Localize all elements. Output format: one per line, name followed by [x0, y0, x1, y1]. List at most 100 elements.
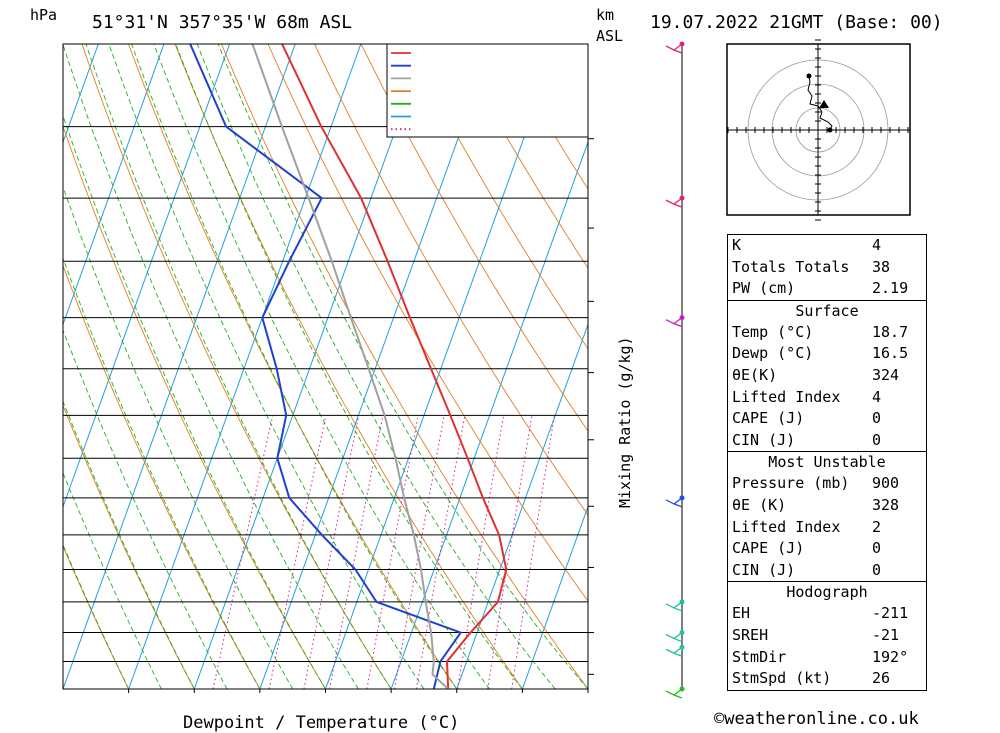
stats-row: CAPE (J) 0 [728, 538, 926, 560]
stats-row: Pressure (mb) 900 [728, 473, 926, 495]
wet-adiabat-line [217, 44, 588, 689]
dry-adiabat-line [174, 44, 523, 689]
stats-row: CAPE (J) 0 [728, 408, 926, 430]
stats-value: 324 [872, 365, 900, 384]
most-unstable-box: Most Unstable Pressure (mb) 900 θE (K) 328 Li… [727, 452, 927, 583]
stats-label: Lifted Index [732, 387, 841, 406]
stats-label: StmSpd (kt) [732, 669, 832, 688]
stats-row: Temp (°C) 18.7 [728, 322, 926, 344]
isotherm-line [0, 44, 33, 689]
dry-adiabat-line [360, 44, 588, 432]
dry-adiabat-line [63, 264, 261, 689]
stats-label: θE(K) [732, 365, 778, 384]
wet-adiabat-line [63, 471, 162, 689]
hodograph-trace [807, 75, 833, 131]
wet-adiabat-line [63, 257, 261, 689]
isotherm-line [63, 44, 165, 326]
pressure-unit-label: hPa [30, 6, 57, 24]
hodograph-start-dot [806, 73, 812, 79]
stats-value: 328 [872, 495, 900, 514]
stats-row: θE (K) 328 [728, 495, 926, 517]
stats-label: StmDir [732, 647, 787, 666]
wet-adiabat-line [63, 543, 130, 689]
wind-barb [665, 197, 683, 208]
dry-adiabat-line [966, 44, 1000, 689]
wet-adiabat-line [63, 186, 294, 689]
wet-adiabat-line [85, 44, 392, 689]
stats-row: CIN (J) 0 [728, 560, 926, 582]
isotherm-line [193, 44, 427, 689]
dry-adiabat-line [81, 44, 392, 689]
stats-row: Lifted Index 2 [728, 517, 926, 539]
dry-adiabat-line [63, 404, 195, 689]
stats-row: StmDir 192° [728, 647, 926, 669]
dry-adiabat-line [63, 545, 130, 689]
storm-motion-marker [819, 100, 829, 108]
stats-label: K [732, 236, 742, 254]
surface-heading: Surface [795, 301, 859, 320]
stats-label: Lifted Index [732, 517, 841, 536]
mixing-ratio-line [303, 415, 360, 689]
stats-value: 2 [872, 517, 882, 536]
dry-adiabat-line [407, 44, 588, 350]
wind-barb [665, 317, 683, 328]
isotherm-line [63, 44, 231, 509]
dewpoint-curve [189, 44, 463, 689]
hodograph-end-dot [827, 127, 833, 133]
stats-row: CIN (J) 0 [728, 430, 926, 452]
stats-value: -211 [872, 604, 909, 623]
wet-adiabat-line [131, 44, 458, 689]
dry-adiabat-line [453, 44, 588, 269]
stats-value: 192° [872, 647, 909, 666]
stats-label: EH [732, 604, 751, 623]
stats-value: 4 [872, 236, 882, 254]
stats-value: 18.7 [872, 322, 909, 341]
stats-panel: K 4 Totals Totals 38 PW (cm) 2.19 Surface Temp … [727, 234, 927, 691]
stats-value: 4 [872, 387, 882, 406]
indices-box: K 4 Totals Totals 38 PW (cm) 2.19 [727, 234, 927, 301]
stats-label: Totals Totals [732, 257, 850, 276]
mixing-ratio-line [511, 415, 555, 689]
mixing-ratio-line [212, 415, 274, 689]
isotherm-line [128, 44, 362, 689]
stats-value: 16.5 [872, 344, 909, 363]
temperature-curve [281, 44, 508, 689]
wind-barb [665, 497, 683, 508]
stats-row: Dewp (°C) 16.5 [728, 343, 926, 365]
mixing-ratio-line [415, 415, 466, 689]
stats-label: CIN (J) [732, 560, 796, 579]
wet-adiabat-line [63, 44, 359, 689]
dry-adiabat-line [314, 44, 588, 516]
stats-row: PW (cm) 2.19 [728, 278, 926, 300]
surface-box: Surface Temp (°C) 18.7 Dewp (°C) 16.5 θE(K) 32… [727, 300, 927, 453]
height-unit-asl: ASL [596, 27, 623, 45]
mixing-ratio-line [457, 415, 505, 689]
stats-label: PW (cm) [732, 279, 796, 298]
wet-adiabat-line [175, 44, 523, 689]
stats-row: Lifted Index 4 [728, 387, 926, 409]
stats-label: CIN (J) [732, 430, 796, 449]
stats-value: 0 [872, 409, 882, 428]
copyright-footer: ©weatheronline.co.uk [714, 709, 919, 729]
stats-row: EH -211 [728, 603, 926, 625]
wind-barb [665, 688, 683, 699]
wind-barb [665, 632, 683, 643]
wet-adiabat-line [108, 44, 425, 689]
stats-row: θE(K) 324 [728, 365, 926, 387]
stats-value: -21 [872, 625, 900, 644]
stats-label: θE (K) [732, 495, 787, 514]
wind-barb [665, 646, 683, 657]
wet-adiabat-line [63, 114, 326, 689]
wind-barb [665, 601, 683, 612]
most-unstable-heading: Most Unstable [768, 453, 886, 472]
mixing-ratio-line [394, 415, 445, 689]
stats-row: SREH -21 [728, 625, 926, 647]
stats-value: 0 [872, 560, 882, 579]
height-unit-km: km [596, 6, 614, 24]
stats-value: 38 [872, 257, 891, 276]
stats-label: Dewp (°C) [732, 344, 814, 363]
stats-value: 0 [872, 430, 882, 449]
dry-adiabat-line [919, 44, 1000, 689]
